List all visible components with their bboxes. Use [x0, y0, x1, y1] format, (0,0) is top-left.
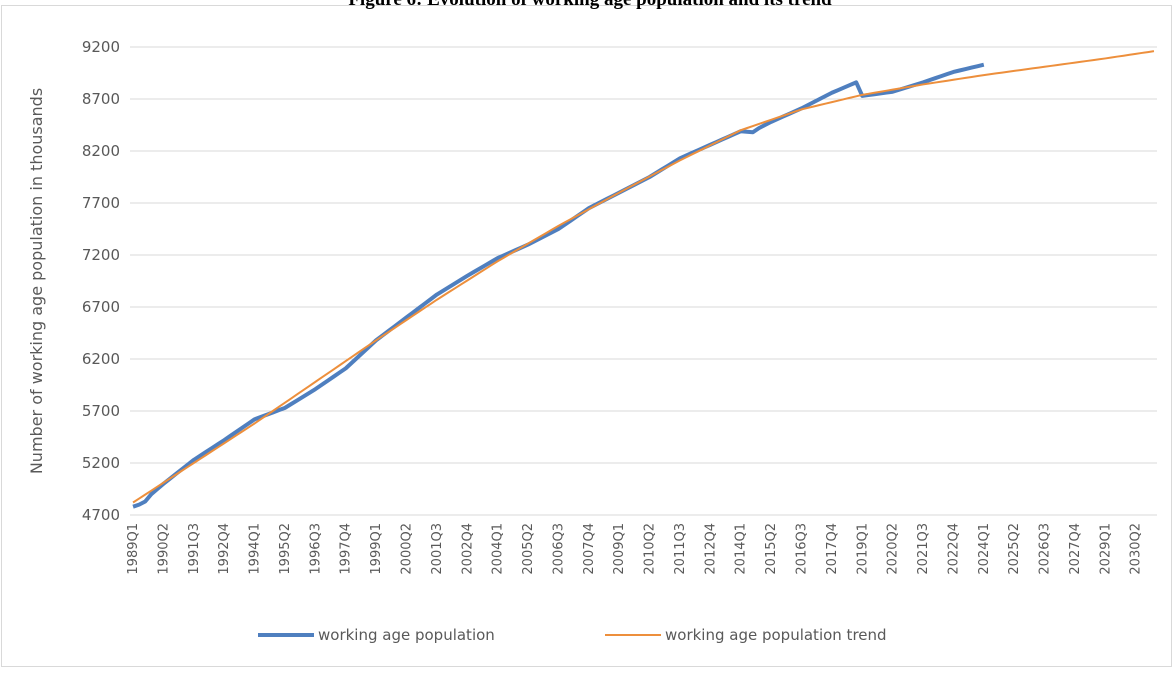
y-tick-label: 7700: [82, 194, 120, 212]
x-tick-label: 2025Q2: [1007, 523, 1022, 575]
x-tick-label: 2000Q2: [400, 523, 415, 575]
y-tick-label: 4700: [82, 506, 120, 524]
y-tick-label: 9200: [82, 38, 120, 56]
x-tick-label: 2009Q1: [612, 523, 627, 575]
x-tick-label: 1997Q4: [339, 523, 354, 575]
y-tick-label: 5700: [82, 402, 120, 420]
y-axis-label: Number of working age population in thou…: [27, 88, 46, 474]
x-tick-label: 1994Q1: [248, 523, 263, 575]
y-tick-label: 5200: [82, 454, 120, 472]
chart-border: [1, 5, 1172, 667]
x-tick-label: 2021Q3: [916, 523, 931, 575]
y-tick-label: 6200: [82, 350, 120, 368]
y-tick-label: 6700: [82, 298, 120, 316]
x-tick-label: 2030Q2: [1129, 523, 1144, 575]
x-tick-label: 2017Q4: [825, 523, 840, 575]
x-tick-label: 2020Q2: [886, 523, 901, 575]
data-line: [132, 62, 985, 509]
y-tick-label: 8200: [82, 142, 120, 160]
x-tick-label: 1992Q4: [217, 523, 232, 575]
legend-label: working age population trend: [665, 626, 887, 644]
x-tick-label: 2015Q2: [764, 523, 779, 575]
x-tick-label: 2010Q2: [643, 523, 658, 575]
y-tick-label: 8700: [82, 90, 120, 108]
x-tick-label: 2004Q1: [491, 523, 506, 575]
x-tick-label: 2027Q4: [1068, 523, 1083, 575]
x-tick-label: 2022Q4: [946, 523, 961, 575]
x-tick-label: 1995Q2: [278, 523, 293, 575]
x-tick-label: 1990Q2: [156, 523, 171, 575]
x-tick-label: 2012Q4: [703, 523, 718, 575]
x-tick-label: 1999Q1: [369, 523, 384, 575]
x-tick-label: 1989Q1: [126, 523, 141, 575]
x-tick-label: 2014Q1: [734, 523, 749, 575]
x-tick-label: 2016Q3: [795, 523, 810, 575]
x-tick-label: 1991Q3: [187, 523, 202, 575]
x-tick-label: 2019Q1: [855, 523, 870, 575]
x-tick-label: 2024Q1: [977, 523, 992, 575]
x-tick-label: 2005Q2: [521, 523, 536, 575]
legend-label: working age population: [318, 626, 495, 644]
x-tick-label: 2029Q1: [1098, 523, 1113, 575]
x-tick-label: 2007Q4: [582, 523, 597, 575]
x-tick-label: 2001Q3: [430, 523, 445, 575]
y-tick-label: 7200: [82, 246, 120, 264]
x-tick-label: 1996Q3: [308, 523, 323, 575]
x-tick-label: 2026Q3: [1038, 523, 1053, 575]
x-tick-label: 2011Q3: [673, 523, 688, 575]
x-tick-label: 2006Q3: [551, 523, 566, 575]
data-line: [132, 50, 1155, 504]
chart-title: Figure 6: Evolution of working age popul…: [348, 0, 832, 10]
x-tick-label: 2002Q4: [460, 523, 475, 575]
